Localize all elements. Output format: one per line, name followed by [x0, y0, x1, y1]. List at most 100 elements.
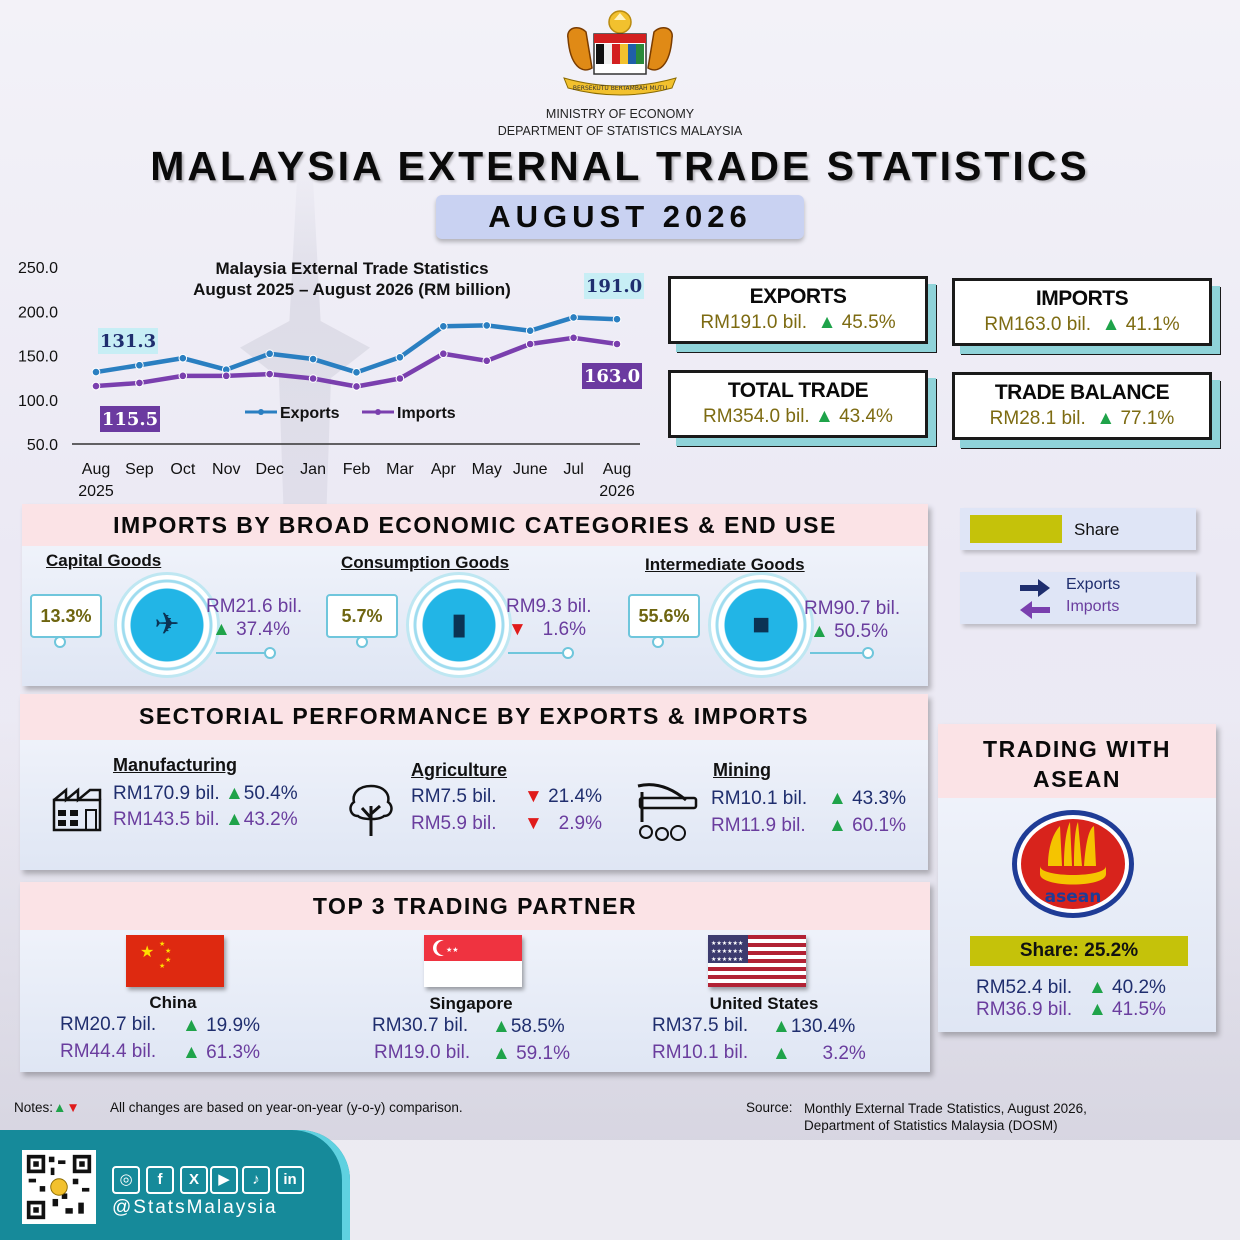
facebook-icon[interactable]: f	[146, 1166, 174, 1194]
singapore-exports: RM30.7 bil.	[372, 1015, 468, 1037]
connector-dot	[862, 647, 874, 659]
singapore-exports-value: RM30.7 bil.	[372, 1015, 469, 1036]
asean-imports: RM36.9 bil. ▲ 41.5%	[976, 999, 1166, 1021]
connector-dot	[652, 636, 664, 648]
qr-code-icon[interactable]	[22, 1150, 96, 1224]
sectorial-panel: SECTORIAL PERFORMANCE BY EXPORTS & IMPOR…	[20, 694, 928, 870]
source-label: Source:	[746, 1100, 793, 1115]
linkedin-icon[interactable]: in	[276, 1166, 304, 1194]
legend-exports: Exports	[280, 405, 340, 422]
consumption-goods-value: RM9.3 bil.	[506, 596, 592, 617]
singapore-exports-change-value: 58.5%	[510, 1016, 565, 1037]
asean-logo-text: asean	[1045, 887, 1102, 907]
notes-text: All changes are based on year-on-year (y…	[110, 1100, 463, 1115]
sectorial-title: SECTORIAL PERFORMANCE BY EXPORTS & IMPOR…	[20, 694, 928, 740]
pickaxe-icon	[637, 783, 698, 841]
asean-share: Share: 25.2%	[970, 936, 1188, 966]
data-point-imports	[178, 371, 188, 381]
notes-arrows: ▲	[53, 1100, 67, 1115]
exports-value: RM191.0 bil.	[700, 312, 808, 333]
agriculture-imports-value: RM5.9 bil.	[411, 813, 497, 834]
x-tick-label: May	[472, 461, 502, 478]
agriculture-exports-value: RM7.5 bil.	[411, 786, 497, 807]
agriculture-imports: RM5.9 bil.	[411, 813, 497, 835]
data-point-exports	[178, 353, 188, 363]
connector-line	[508, 652, 566, 654]
imports-card-title: IMPORTS	[1035, 287, 1129, 310]
data-point-imports	[525, 339, 535, 349]
data-point-imports	[135, 378, 144, 388]
arrow-up-icon: ▲	[828, 815, 847, 836]
legend-imports-label: Imports	[1066, 598, 1120, 615]
capital-goods-title: Capital Goods	[46, 551, 162, 570]
mining-exports: RM10.1 bil.	[711, 788, 807, 810]
page-title: MALAYSIA EXTERNAL TRADE STATISTICS	[150, 143, 1090, 189]
arrow-up-icon: ▲	[492, 1043, 511, 1064]
united-states-imports-change: ▲ 3.2%	[772, 1043, 866, 1065]
china-imports: RM44.4 bil.	[60, 1041, 156, 1063]
notes-label: Notes:	[14, 1100, 54, 1115]
exports-card-title: EXPORTS	[749, 285, 847, 308]
mining-imports-change: ▲ 60.1%	[828, 815, 906, 837]
ministry-header: MINISTRY OF ECONOMY DEPARTMENT OF STATIS…	[0, 106, 1240, 140]
capital-goods-change-value: 37.4%	[236, 619, 290, 640]
capital-goods-change: ▲ 37.4%	[212, 619, 290, 641]
label-box-imports-last	[582, 363, 642, 389]
x-tick-label: Apr	[431, 461, 457, 478]
imports-card: IMPORTS RM163.0 bil. ▲ 41.1%	[952, 278, 1212, 346]
exports-change: 45.5%	[841, 312, 896, 333]
consumption-goods-change-value: 1.6%	[542, 619, 586, 640]
mining-imports-change-value: 60.1%	[852, 815, 906, 836]
x-tick-label: Aug	[603, 461, 631, 478]
share-legend-label: Share	[1074, 520, 1120, 539]
total-trade-card-value: RM354.0 bil. ▲ 43.4%	[671, 406, 925, 428]
asean-title-line1: TRADING WITH	[983, 736, 1171, 762]
united-states-imports-value: RM10.1 bil.	[652, 1042, 749, 1063]
trade-balance-card: TRADE BALANCE RM28.1 bil. ▲ 77.1%	[952, 372, 1212, 440]
arrow-up-icon: ▲	[224, 783, 244, 804]
agriculture-imports-change: ▼ 2.9%	[524, 813, 602, 835]
asean-logo: asean	[1012, 810, 1134, 918]
period-badge: AUGUST 2026	[436, 195, 804, 239]
y-tick-label: 50.0	[27, 437, 58, 454]
x-year-start: 2025	[78, 483, 114, 500]
connector-dot	[54, 636, 66, 648]
trade-balance-change: 77.1%	[1120, 408, 1175, 429]
label-box-exports-last	[584, 273, 644, 299]
youtube-icon[interactable]: ▶	[210, 1166, 238, 1194]
legend-imports: Imports	[397, 405, 456, 422]
united-states-imports-change-value: 3.2%	[822, 1043, 866, 1064]
x-year-end: 2026	[599, 483, 635, 500]
mining-exports-change-value: 43.3%	[852, 788, 906, 809]
agriculture-imports-change-value: 2.9%	[558, 813, 602, 834]
data-point-exports	[308, 354, 318, 364]
china-imports-change-value: 61.3%	[206, 1042, 260, 1063]
mining-imports: RM11.9 bil.	[711, 815, 806, 837]
social-handle[interactable]: @StatsMalaysia	[112, 1197, 278, 1218]
trade-line-chart: Malaysia External Trade Statistics Augus…	[18, 259, 644, 500]
y-tick-label: 150.0	[18, 349, 58, 366]
x-tick-label: Feb	[343, 461, 371, 478]
singapore-exports-change: ▲58.5%	[492, 1016, 565, 1038]
chart-subtitle: August 2025 – August 2026 (RM billion)	[193, 280, 511, 299]
direction-legend: Exports Imports	[960, 572, 1196, 624]
x-icon[interactable]: X	[180, 1166, 208, 1194]
y-tick-label: 100.0	[18, 393, 58, 410]
data-point-exports	[265, 349, 274, 359]
united-states-label: United States	[709, 994, 819, 1013]
arrow-up-icon: ▲	[492, 1016, 511, 1037]
tiktok-icon[interactable]: ♪	[242, 1166, 270, 1194]
arrow-down-icon: ▼	[524, 813, 543, 834]
instagram-icon[interactable]: ◎	[112, 1166, 140, 1194]
connector-dot	[356, 636, 368, 648]
china-exports-change-value: 19.9%	[206, 1015, 260, 1036]
data-point-imports	[395, 374, 405, 383]
svg-text:★★★★★★: ★★★★★★	[711, 956, 743, 963]
connector-line	[216, 652, 268, 654]
united-states-exports-change: ▲130.4%	[772, 1016, 855, 1038]
data-point-exports	[569, 313, 578, 322]
arrow-up-icon: ▲	[224, 809, 244, 830]
data-point-exports	[525, 326, 535, 336]
united-states-exports: RM37.5 bil.	[652, 1015, 748, 1037]
manufacturing-imports-value: RM143.5 bil.	[113, 809, 220, 830]
